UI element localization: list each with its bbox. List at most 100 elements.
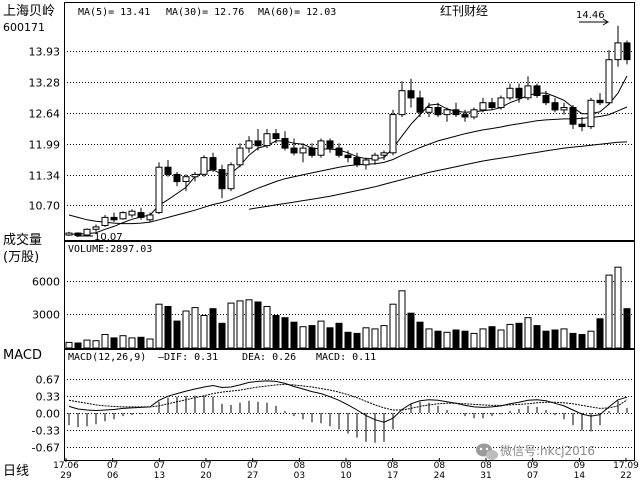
- macd-legend-macd: MACD: 0.11: [316, 352, 376, 363]
- candle-body: [425, 107, 433, 113]
- volume-bar: [524, 317, 532, 349]
- price-tick-label: 12.64: [29, 108, 61, 121]
- date-label-top: 07: [200, 461, 211, 471]
- candle: [605, 50, 613, 106]
- candle: [479, 97, 487, 113]
- volume-tick-label: 3000: [32, 309, 60, 322]
- date-label-bottom: 03: [294, 471, 305, 480]
- volume-bar: [398, 290, 406, 349]
- candle-body: [326, 140, 334, 149]
- volume-bar: [155, 303, 163, 349]
- candle: [416, 90, 424, 117]
- date-label-bottom: 31: [480, 471, 491, 480]
- candle: [569, 105, 577, 129]
- candle: [182, 174, 190, 192]
- volume-bar: [173, 320, 181, 349]
- volume-bar: [497, 329, 505, 349]
- date-label-bottom: 22: [620, 471, 631, 480]
- low-price-label: 10.07: [94, 232, 123, 243]
- candle-body: [92, 226, 100, 230]
- volume-bar: [299, 326, 307, 349]
- candle: [515, 83, 523, 103]
- volume-bar: [308, 325, 316, 349]
- candle-body: [119, 212, 127, 220]
- chart-frame: [64, 2, 635, 461]
- candle-body: [443, 109, 451, 116]
- volume-bar: [281, 317, 289, 349]
- volume-bar: [452, 329, 460, 349]
- volume-bar: [605, 274, 613, 349]
- volume-bar: [200, 315, 208, 349]
- candle: [497, 95, 505, 110]
- volume-bar: [209, 308, 217, 349]
- candle-body: [110, 216, 118, 221]
- candle-body: [290, 147, 298, 154]
- volume-bar: [569, 332, 577, 349]
- candle: [200, 155, 208, 177]
- date-label-top: 07: [107, 461, 118, 471]
- candle: [191, 172, 199, 182]
- date-label-bottom: 07: [527, 471, 538, 480]
- candle-body: [470, 109, 478, 118]
- candle: [281, 131, 289, 151]
- macd-indicator: [68, 380, 628, 443]
- volume-bar: [488, 326, 496, 349]
- ma60-line: [248, 141, 628, 210]
- candle: [371, 152, 379, 165]
- volume-bar: [92, 340, 100, 349]
- volume-bar: [362, 327, 370, 349]
- candle: [218, 164, 226, 199]
- volume-bar: [425, 328, 433, 349]
- volume-bar: [254, 301, 262, 349]
- candle-body: [245, 140, 253, 149]
- volume-bar: [434, 330, 442, 349]
- volume-bar: [560, 328, 568, 349]
- wechat-id: 微信号:hkcj2016: [500, 444, 595, 458]
- candle-body: [578, 123, 586, 128]
- ma30-legend: MA(30)= 12.76: [166, 7, 244, 18]
- macd-label: MACD: [3, 348, 42, 363]
- candle-body: [317, 140, 325, 156]
- volume-bar: [416, 321, 424, 349]
- date-label-bottom: 27: [247, 471, 258, 480]
- volume-bar: [182, 310, 190, 349]
- volume-bar: [344, 331, 352, 349]
- macd-legend-params: MACD(12,26,9): [68, 352, 146, 363]
- candle-body: [308, 147, 316, 156]
- volume-bar: [371, 328, 379, 349]
- date-label-top: 17.09: [613, 461, 639, 471]
- macd-legend-dif: —DIF: 0.31: [158, 352, 218, 363]
- candle-body: [164, 166, 172, 175]
- candle-body: [560, 107, 568, 111]
- volume-bar: [83, 339, 91, 349]
- candle: [146, 212, 154, 223]
- date-label-bottom: 14: [574, 471, 586, 480]
- volume-bar: [263, 306, 271, 349]
- candle-body: [488, 102, 496, 108]
- candle-body: [614, 42, 622, 61]
- date-label-top: 08: [434, 461, 446, 471]
- candle-body: [380, 152, 388, 156]
- watermark-text: 红刊财经: [440, 3, 488, 18]
- candle-body: [299, 147, 307, 154]
- macd-tick-label: 0.67: [36, 374, 61, 387]
- date-label-top: 07: [154, 461, 165, 471]
- candle-body: [407, 90, 415, 99]
- macd-tick-label: -0.33: [32, 425, 60, 438]
- candle: [623, 40, 631, 65]
- volume-label-line2: (万股): [3, 250, 39, 265]
- candle: [164, 160, 172, 177]
- candle: [65, 231, 73, 236]
- candle-body: [335, 147, 343, 156]
- dif-line: [68, 380, 628, 423]
- candle-body: [542, 95, 550, 104]
- candle: [470, 107, 478, 120]
- volume-bar: [380, 325, 388, 349]
- candle-body: [461, 114, 469, 118]
- candle-body: [182, 176, 190, 182]
- candle-body: [623, 42, 631, 61]
- candle: [461, 109, 469, 122]
- grid-lines: [64, 51, 634, 448]
- candle-body: [479, 102, 487, 111]
- candle-body: [506, 87, 514, 99]
